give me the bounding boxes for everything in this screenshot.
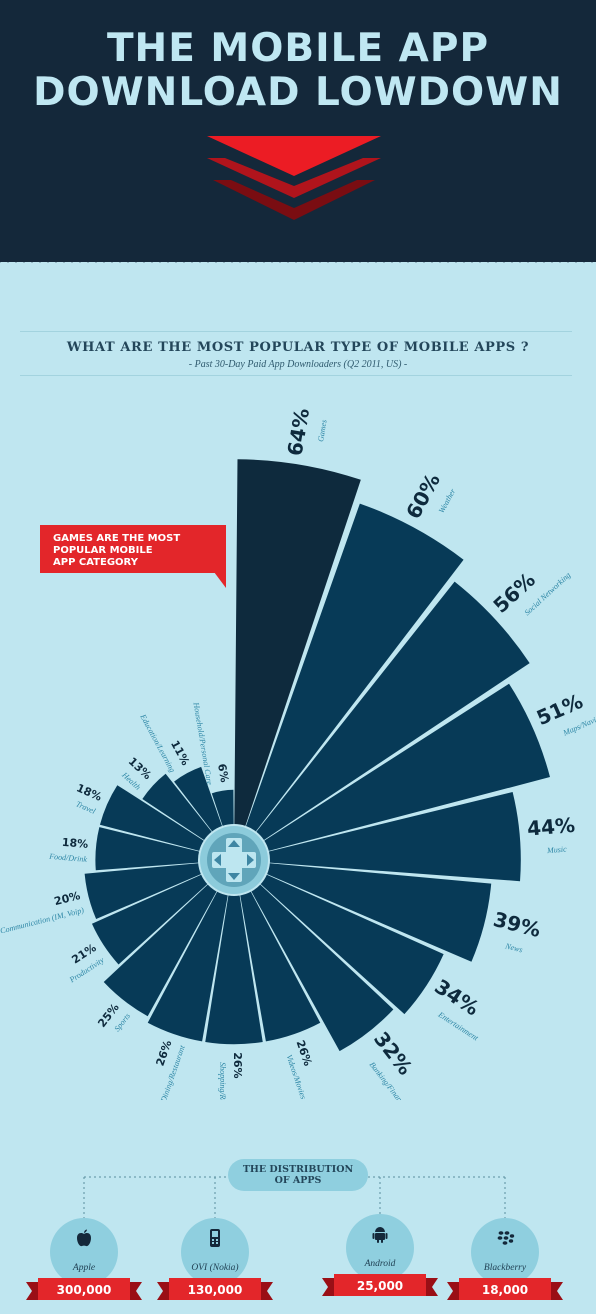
label-entertainment: 34%Entertainment	[430, 974, 483, 1043]
label-banking-finance: 32%Banking/Finance	[368, 1027, 418, 1100]
callout-line2: APP CATEGORY	[53, 557, 138, 568]
value-label: 64%	[283, 406, 315, 457]
value-label: 60%	[401, 469, 445, 523]
distribution-title-line2: OF APPS	[274, 1175, 322, 1186]
divider-top	[20, 331, 572, 332]
category-label: Games	[316, 419, 329, 442]
value-label: 6%	[215, 763, 231, 784]
label-weather: 60%Weather	[401, 469, 458, 523]
android-icon	[372, 1227, 388, 1243]
label-sports: 25%Sports	[95, 1001, 132, 1033]
platform-name: Android	[364, 1259, 396, 1269]
platform-circle	[346, 1214, 414, 1282]
value-label: 18%	[61, 836, 88, 851]
dpad-game-controller-icon	[200, 826, 268, 894]
category-label: Music	[546, 844, 568, 855]
value-label: 39%	[491, 907, 543, 942]
bar-sports	[103, 884, 217, 1017]
platform-value: 18,000	[481, 1283, 529, 1297]
bar-weather	[245, 503, 464, 832]
value-ribbon	[157, 1278, 273, 1300]
games-callout-banner: GAMES ARE THE MOST POPULAR MOBILE APP CA…	[40, 525, 226, 573]
value-label: 44%	[526, 813, 576, 841]
blackberry-icon	[497, 1231, 515, 1245]
bar-productivity	[91, 874, 208, 965]
platform-name: Blackberry	[483, 1263, 527, 1273]
platform-ovi-nokia: OVI (Nokia) 130,000	[157, 1218, 273, 1308]
platform-name: Apple	[72, 1263, 96, 1273]
bar-health	[142, 773, 212, 841]
polar-bar-chart: 64% Games 60%Weather 56%Social Networking 51…	[0, 406, 596, 1100]
bar-music	[268, 792, 521, 882]
divider-bottom	[20, 375, 572, 376]
chart-subtitle: - Past 30-Day Paid App Downloaders (Q2 2…	[188, 359, 408, 370]
label-travel: 18%Travel	[74, 781, 103, 816]
bar-news	[267, 863, 492, 962]
value-ribbon	[26, 1278, 142, 1300]
label-games: 64% Games	[283, 406, 329, 457]
category-label: News	[503, 941, 523, 954]
distribution-title-line1: THE DISTRIBUTION	[242, 1164, 354, 1175]
value-label: 20%	[53, 889, 82, 908]
distribution-title: THE DISTRIBUTION OF APPS	[228, 1159, 368, 1191]
label-social-networking: 56%Social Networking	[488, 568, 572, 618]
bar-dining-restaurant	[147, 891, 228, 1042]
label-shopping-retail: 26% Shopping/Retail	[218, 1052, 244, 1100]
callout-line1: GAMES ARE THE MOST POPULAR MOBILE	[53, 533, 181, 556]
callout-tail	[214, 572, 226, 588]
category-label: Weather	[437, 486, 458, 514]
value-ribbon	[447, 1278, 563, 1300]
platform-name: OVI (Nokia)	[191, 1263, 239, 1273]
bar-social-networking	[256, 581, 530, 841]
label-education-learning: 11%Education/Learning	[138, 712, 192, 774]
bar-games	[234, 459, 361, 826]
zigzag-divider	[0, 255, 596, 263]
platform-blackberry: Blackberry 18,000	[447, 1218, 563, 1308]
bar-travel	[99, 785, 204, 851]
platform-value: 300,000	[56, 1283, 112, 1297]
label-food-drink: 18%Food/Drink	[48, 836, 89, 864]
value-ribbon	[322, 1274, 438, 1296]
bar-videos-movies	[240, 891, 321, 1042]
bar-shopping-retail	[205, 895, 263, 1045]
platform-apple: Apple 300,000	[26, 1218, 142, 1308]
platform-circle	[471, 1218, 539, 1286]
header: THE MOBILE APP DOWNLOAD LOWDOWN	[0, 0, 596, 262]
label-music: 44% Music	[526, 813, 576, 855]
apple-icon	[77, 1229, 91, 1247]
nokia-phone-icon	[210, 1229, 220, 1247]
category-label: Communication (IM, Voip)	[0, 906, 85, 936]
category-label: Shopping/Retail	[218, 1062, 227, 1100]
page-title-line1: THE MOBILE APP	[106, 26, 490, 71]
bar-food-drink	[95, 827, 200, 871]
platform-circle	[50, 1218, 118, 1286]
bar-entertainment	[260, 874, 444, 1015]
label-maps-navigation: 51%Maps/Navigation	[533, 689, 596, 738]
label-dining-restaurant: 26%Dining/Restaurant	[154, 1039, 187, 1100]
chart-title: WHAT ARE THE MOST POPULAR TYPE OF MOBILE…	[66, 340, 530, 355]
page-title-line2: DOWNLOAD LOWDOWN	[33, 70, 563, 115]
bar-household-personal-care	[211, 789, 234, 826]
bar-communication-im-voip	[84, 863, 201, 920]
value-label: 26%	[231, 1052, 244, 1078]
platform-value: 130,000	[187, 1283, 243, 1297]
distribution-connector-lines	[83, 1176, 506, 1222]
bar-banking-finance	[251, 884, 394, 1052]
bar-education-learning	[174, 766, 223, 832]
label-news: 39%News	[491, 907, 543, 954]
chevron-down-icon	[207, 136, 381, 220]
category-label: Food/Drink	[48, 852, 88, 864]
bar-maps-navigation	[264, 683, 550, 851]
label-videos-movies: 26%Videos/Movies	[284, 1039, 314, 1100]
label-communication-im-voip: 20%Communication (IM, Voip)	[0, 889, 85, 935]
label-health: 13%Health	[119, 755, 153, 792]
platform-android: Android 25,000	[322, 1214, 438, 1304]
label-productivity: 21%Productivity	[67, 941, 106, 985]
platform-value: 25,000	[356, 1279, 404, 1293]
